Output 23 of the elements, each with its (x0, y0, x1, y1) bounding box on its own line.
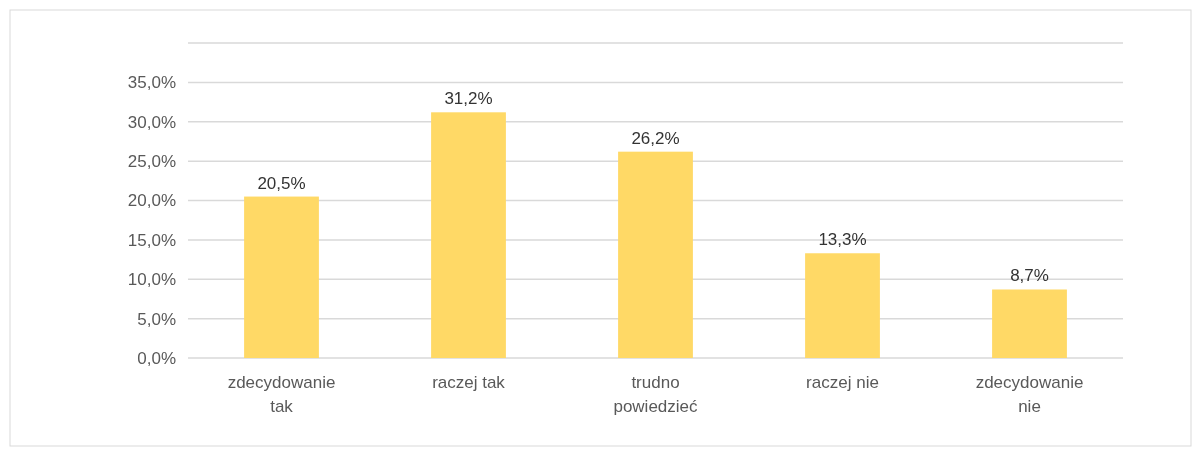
x-tick-label: raczej tak (432, 373, 506, 392)
bar (805, 253, 880, 358)
data-label: 13,3% (818, 230, 867, 250)
x-tick-label: trudno powiedzieć (613, 373, 699, 416)
y-tick-label: 25,0% (127, 152, 176, 172)
y-tick-label: 0,0% (137, 348, 176, 368)
bar (431, 112, 506, 358)
data-label: 31,2% (444, 89, 493, 109)
x-tick-label: zdecydowanie tak (227, 373, 336, 416)
bar (618, 151, 693, 358)
y-tick-label: 20,0% (127, 191, 176, 211)
data-label: 20,5% (257, 173, 306, 193)
y-tick-label: 35,0% (127, 73, 176, 93)
y-tick-label: 5,0% (137, 309, 176, 329)
x-tick-label: raczej nie (806, 373, 879, 392)
data-label: 8,7% (1010, 266, 1049, 286)
y-tick-label: 15,0% (127, 230, 176, 250)
x-tick-label: zdecydowanie nie (975, 373, 1084, 416)
y-tick-label: 30,0% (127, 112, 176, 132)
data-label: 26,2% (631, 128, 680, 148)
y-tick-label: 10,0% (127, 270, 176, 290)
bar (992, 289, 1067, 358)
bar (244, 196, 319, 358)
